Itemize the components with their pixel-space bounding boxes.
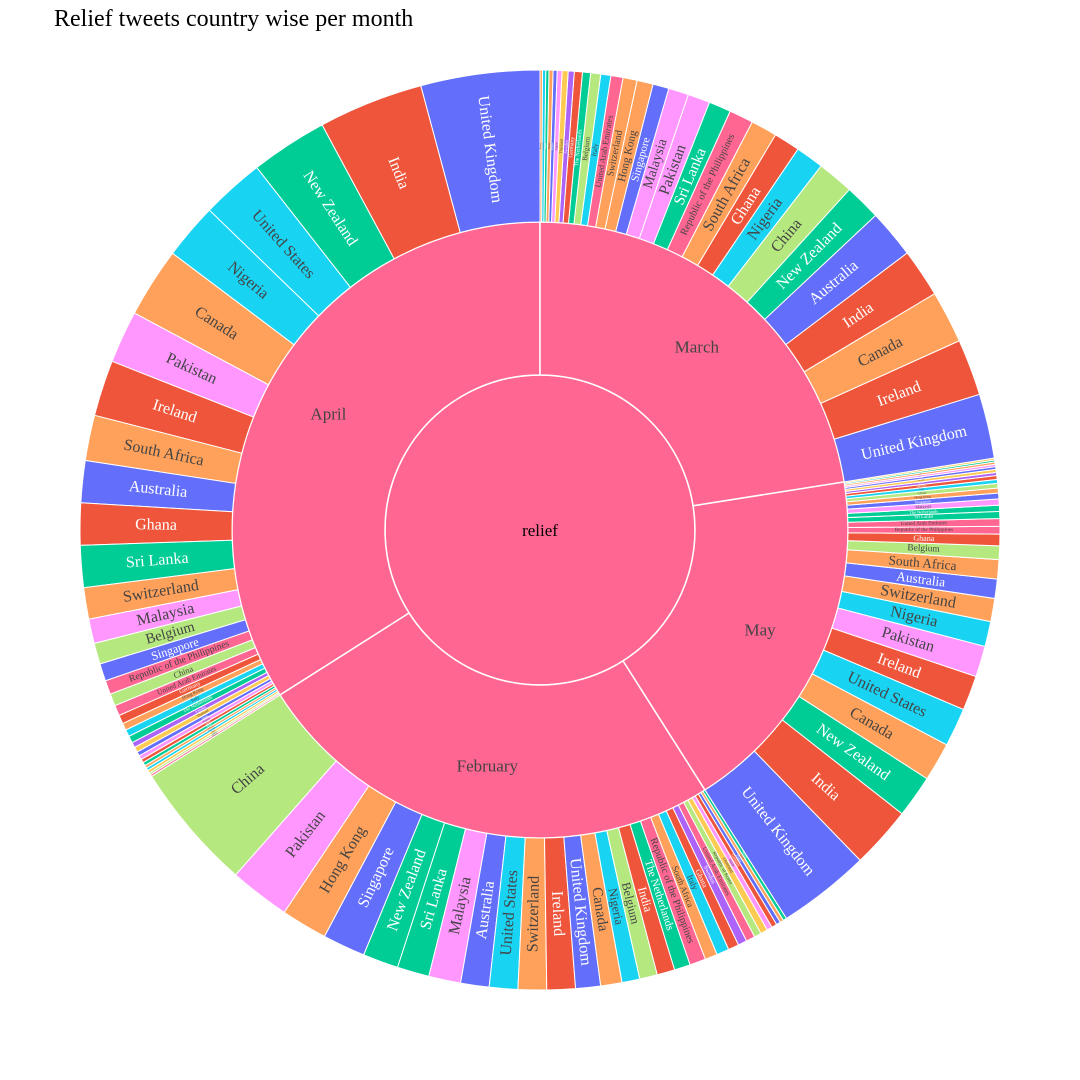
country-label-february-germany: Germany	[730, 853, 741, 867]
country-label-may-ghana: Ghana	[913, 534, 935, 543]
country-label-may-the-netherlands: The Netherlands	[909, 509, 938, 515]
country-label-april-sweden: Sweden	[195, 705, 207, 714]
country-label-april-qatar: Qatar	[211, 730, 216, 734]
country-label-march-belgium: Belgium	[581, 136, 592, 161]
country-label-may-japan: Japan	[918, 475, 923, 478]
country-label-march-france: France	[551, 142, 554, 150]
country-label-april-austria: Austria	[211, 730, 218, 736]
country-label-february-japan: Japan	[728, 858, 736, 867]
country-label-may-malaysia: Malaysia	[915, 504, 931, 510]
month-label-april: April	[310, 405, 346, 424]
country-label-february-switzerland: Switzerland	[524, 876, 542, 953]
country-label-may-belgium: Belgium	[907, 543, 940, 555]
country-label-may-france: France	[918, 477, 924, 480]
country-label-april-kenya: Kenya	[206, 722, 214, 728]
country-label-april-spain: Spain	[201, 713, 209, 720]
country-label-april-italy: Italy	[190, 695, 201, 704]
country-label-march-italy: Italy	[590, 143, 600, 157]
country-label-april-thailand: Thailand	[196, 709, 209, 719]
country-label-may-kenya: Kenya	[917, 471, 923, 474]
country-label-february-spain: Spain	[739, 853, 745, 860]
country-label-may-south-africa: South Africa	[888, 552, 957, 573]
country-segment-march-norway[interactable]	[539, 69, 543, 223]
country-label-may-qatar: Qatar	[917, 469, 922, 472]
country-label-may-republic-of-the-philippines: Republic of the Philippines	[895, 526, 954, 533]
country-label-february-france: France	[735, 854, 743, 864]
country-label-march-thailand: Thailand	[558, 138, 564, 154]
country-label-may-sri-lanka: Sri Lanka	[914, 515, 934, 521]
country-label-february-norway: Norway	[741, 851, 748, 860]
chart-title: Relief tweets country wise per month	[54, 6, 414, 32]
country-label-march-denmark: Denmark	[542, 141, 544, 150]
country-label-april-france: France	[202, 716, 211, 724]
country-label-may-hong-kong: Hong Kong	[914, 494, 931, 499]
country-label-april-sri-lanka: Sri Lanka	[125, 550, 189, 572]
country-label-march-sweden: Sweden	[563, 139, 569, 153]
country-label-may-spain: Spain	[918, 473, 923, 476]
country-label-march-spain: Spain	[548, 142, 551, 149]
country-label-april-denmark: Denmark	[208, 727, 215, 733]
country-label-may-italy: Italy	[919, 488, 925, 492]
month-label-may: May	[745, 620, 777, 639]
month-label-february: February	[457, 757, 519, 776]
country-label-april-australia: Australia	[128, 478, 188, 501]
country-label-march-kenya: Kenya	[545, 143, 547, 149]
country-label-february-india: India	[635, 885, 656, 914]
country-label-april-japan: Japan	[205, 720, 212, 726]
country-label-may-australia: Australia	[896, 569, 947, 590]
country-label-may-thailand: Thailand	[917, 479, 926, 482]
country-label-february-united-states: United States	[498, 869, 522, 956]
month-label-march: March	[675, 337, 720, 356]
country-label-april-finland: Finland	[212, 733, 218, 738]
country-label-may-china: China	[918, 491, 927, 496]
country-label-march-norway: Norway	[540, 143, 542, 149]
country-label-may-sweden: Sweden	[918, 482, 926, 485]
country-label-april-ghana: Ghana	[135, 516, 177, 534]
country-label-march-japan: Japan	[554, 142, 558, 150]
country-label-may-singapore: Singapore	[915, 498, 932, 504]
country-label-march-germany: Germany	[568, 137, 576, 158]
country-label-may-united-arab-emirates: United Arab Emirates	[901, 520, 948, 527]
country-label-february-canada: Canada	[588, 886, 611, 933]
country-label-march-the-netherlands: The Netherlands	[574, 129, 584, 167]
sunburst-root-label: relief	[522, 521, 558, 540]
country-label-may-germany: Germany	[916, 484, 927, 488]
country-label-april-norway: Norway	[208, 725, 215, 730]
country-label-february-ireland: Ireland	[548, 891, 567, 937]
